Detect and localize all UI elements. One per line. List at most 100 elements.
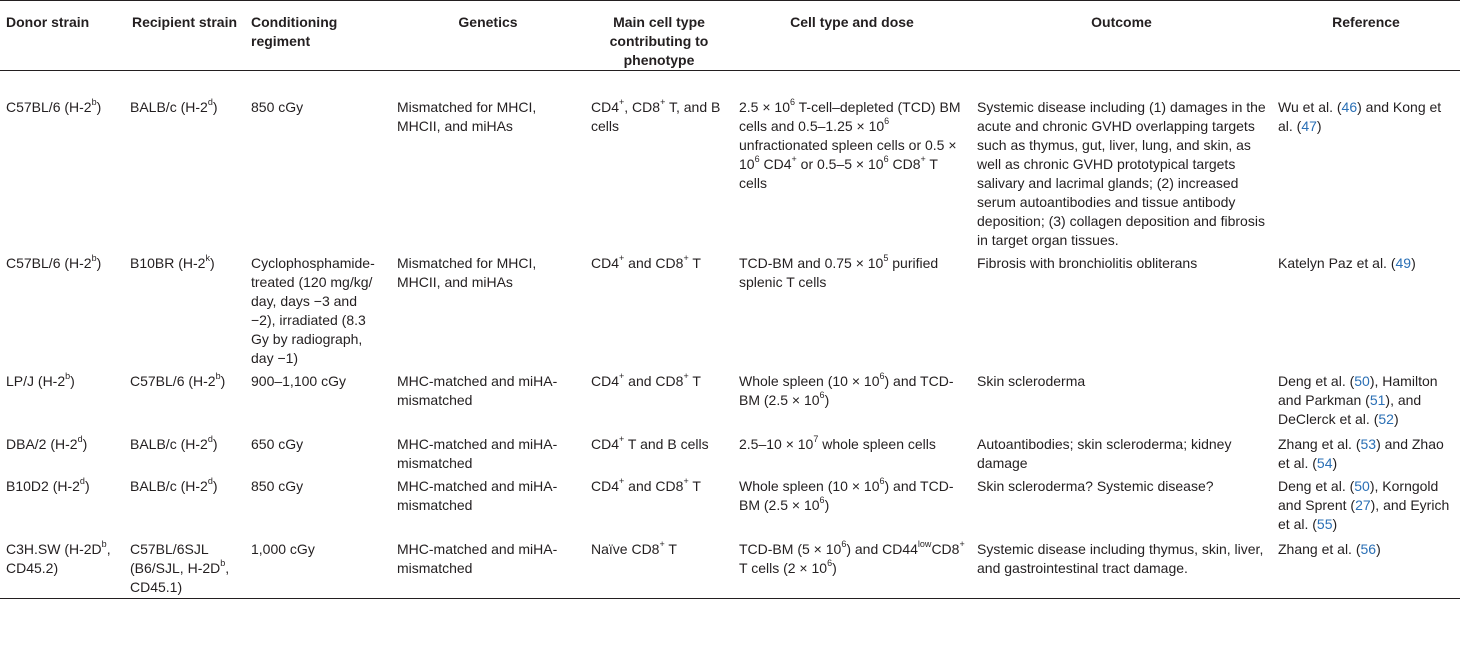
cell-outcome: Fibrosis with bronchiolitis obliterans (977, 255, 1198, 271)
cell-conditioning: 850 cGy (251, 99, 304, 115)
reference-number-link[interactable]: 47 (1301, 118, 1317, 134)
superscript: b (91, 97, 97, 108)
cell-text: Naïve CD8 (591, 541, 660, 557)
cell-text: whole spleen cells (818, 436, 936, 452)
cell-text: ) (96, 99, 102, 115)
reference-number-link[interactable]: 46 (1341, 99, 1358, 115)
cell-genetics: MHC-matched and miHA-mismatched (397, 478, 558, 513)
cell-text: CD4 (591, 478, 620, 494)
cell-recipient: B10BR (H-2k) (124, 250, 245, 368)
cell-text: C57BL/6 (H-2 (130, 373, 216, 389)
cell-celltype: CD4+ and CD8+ T (585, 473, 733, 536)
superscript: 6 (883, 154, 889, 165)
cell-recipient: BALB/c (H-2d) (124, 473, 245, 536)
cell-dose: Whole spleen (10 × 106) and TCD-BM (2.5 … (733, 368, 971, 431)
cell-text: Whole spleen (10 × 10 (739, 373, 880, 389)
cell-text: ) (832, 560, 837, 576)
reference-number-link[interactable]: 52 (1378, 411, 1394, 427)
reference-number-link[interactable]: 53 (1360, 436, 1377, 452)
cell-genetics: MHC-matched and miHA-mismatched (397, 373, 558, 408)
cell-recipient: BALB/c (H-2d) (124, 71, 245, 251)
table-row: C57BL/6 (H-2b) BALB/c (H-2d) 850 cGy Mismat… (0, 71, 1460, 251)
cell-text: ) and TCD-BM (2.5 × 10 (739, 373, 954, 408)
superscript: 6 (879, 371, 885, 382)
superscript: + (683, 253, 689, 264)
superscript: 6 (819, 495, 825, 506)
cell-text: T-cell–depleted (TCD) BM cells and 0.5–1… (739, 99, 961, 134)
cell-donor: B10D2 (H-2d) (0, 473, 124, 536)
reference-number-link[interactable]: 55 (1316, 516, 1333, 532)
cell-text: CD8 (888, 156, 921, 172)
cell-text: CD4 (759, 156, 792, 172)
cell-text: B10D2 (H-2 (6, 478, 80, 494)
cell-dose: Whole spleen (10 × 106) and TCD-BM (2.5 … (733, 473, 971, 536)
cell-text: 2.5–10 × 10 (739, 436, 814, 452)
header-cell-dose: Cell type and dose (790, 14, 914, 30)
cell-conditioning: 900–1,100 cGy (251, 373, 346, 389)
superscript: d (207, 476, 213, 487)
cell-text: unfractionated spleen cells or 0.5 × 10 (739, 137, 957, 172)
superscript: + (619, 434, 625, 445)
reference-number-link[interactable]: 54 (1316, 455, 1333, 471)
cell-reference: Deng et al. (50), Korngold and Sprent (2… (1272, 473, 1460, 536)
cell-text: CD4 (591, 99, 620, 115)
cell-reference: Zhang et al. (56) (1272, 536, 1460, 598)
reference-number-link[interactable]: 27 (1355, 497, 1371, 513)
superscript: 6 (841, 539, 847, 550)
reference-number-link[interactable]: 50 (1354, 373, 1370, 389)
cell-genetics: MHC-matched and miHA-mismatched (397, 541, 558, 576)
cell-text: LP/J (H-2 (6, 373, 66, 389)
cell-celltype: CD4+, CD8+ T, and B cells (585, 71, 733, 251)
cell-text: TCD-BM and 0.75 × 10 (739, 255, 884, 271)
reference-text: ) (1332, 455, 1338, 471)
cell-dose: TCD-BM (5 × 106) and CD44lowCD8+ T cells… (733, 536, 971, 598)
reference-number-link[interactable]: 56 (1360, 541, 1377, 557)
reference-text: ), and DeClerck et al. ( (1278, 392, 1422, 427)
table-row: B10D2 (H-2d) BALB/c (H-2d) 850 cGy MHC-matc… (0, 473, 1460, 536)
table-row: DBA/2 (H-2d) BALB/c (H-2d) 650 cGy MHC-matc… (0, 431, 1460, 473)
table-row: C57BL/6 (H-2b) B10BR (H-2k) Cyclophosphami… (0, 250, 1460, 368)
cell-genetics: MHC-matched and miHA-mismatched (397, 436, 558, 471)
cell-text: CD4 (591, 373, 620, 389)
cell-dose: 2.5–10 × 107 whole spleen cells (733, 431, 971, 473)
cell-outcome: Skin scleroderma (977, 373, 1086, 389)
reference-number-link[interactable]: 51 (1369, 392, 1386, 408)
cell-text: T (688, 478, 701, 494)
superscript: 6 (884, 116, 890, 127)
superscript: + (660, 97, 666, 108)
superscript: d (77, 434, 83, 445)
cell-text: ) (82, 436, 88, 452)
superscript: 6 (819, 390, 825, 401)
superscript: + (619, 371, 625, 382)
superscript: d (79, 476, 85, 487)
superscript: + (683, 476, 689, 487)
cell-conditioning: 1,000 cGy (251, 541, 315, 557)
cell-text: CD8 (931, 541, 960, 557)
cell-donor: DBA/2 (H-2d) (0, 431, 124, 473)
cell-genetics: Mismatched for MHCI, MHCII, and miHAs (397, 99, 537, 134)
reference-text: ), Korngold and Sprent ( (1278, 478, 1439, 513)
cell-dose: TCD-BM and 0.75 × 105 purified splenic T… (733, 250, 971, 368)
superscript: + (659, 539, 665, 550)
cell-recipient: C57BL/6SJL (B6/SJL, H-2Db, CD45.1) (124, 536, 245, 598)
cell-text: ) (209, 255, 215, 271)
reference-number-link[interactable]: 50 (1354, 478, 1370, 494)
cell-text: CD4 (591, 255, 620, 271)
superscript: + (619, 253, 625, 264)
cell-donor: C57BL/6 (H-2b) (0, 71, 124, 251)
cell-conditioning: Cyclophosphamide-treated (120 mg/kg/ day… (251, 255, 375, 366)
reference-number-link[interactable]: 49 (1395, 255, 1412, 271)
superscript: + (959, 539, 965, 550)
header-row: Donor strain Recipient strain Conditioni… (0, 0, 1460, 71)
cell-conditioning: 650 cGy (251, 436, 304, 452)
cell-text: T and B cells (624, 436, 709, 452)
cell-text: , CD45.1) (130, 560, 230, 595)
cell-outcome: Skin scleroderma? Systemic disease? (977, 478, 1214, 494)
cell-donor: C57BL/6 (H-2b) (0, 250, 124, 368)
reference-text: ) and Kong et al. ( (1278, 99, 1442, 134)
cell-text: or 0.5–5 × 10 (796, 156, 884, 172)
superscript: b (220, 558, 226, 569)
cell-outcome: Autoantibodies; skin scleroderma; kidney… (977, 436, 1232, 471)
cell-celltype: CD4+ T and B cells (585, 431, 733, 473)
